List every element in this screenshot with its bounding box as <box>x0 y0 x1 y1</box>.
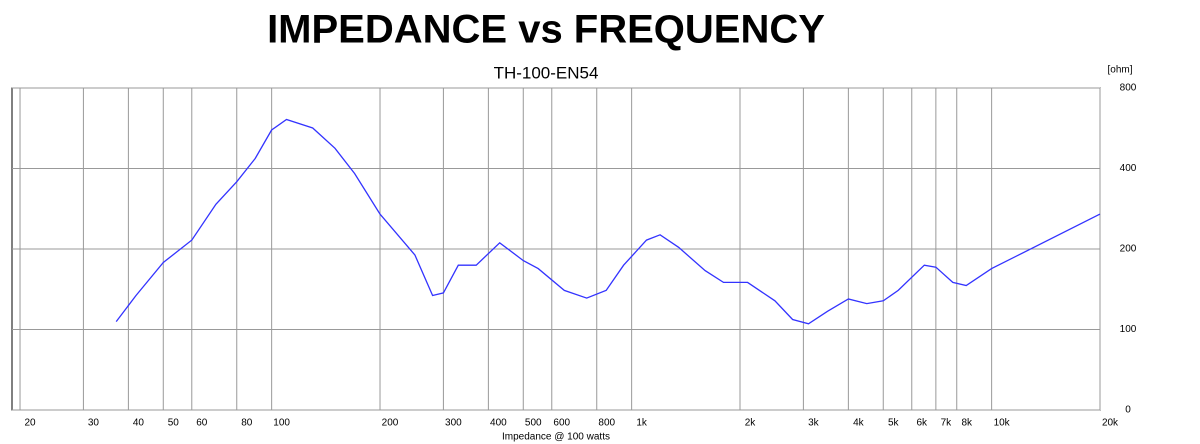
x-tick-label: 500 <box>525 418 542 429</box>
chart-title: IMPEDANCE vs FREQUENCY <box>267 8 825 52</box>
x-tick-label: 60 <box>196 418 208 429</box>
x-tick-label: 3k <box>808 418 820 429</box>
x-tick-label: 30 <box>88 418 100 429</box>
x-axis-label: Impedance @ 100 watts <box>502 432 610 443</box>
x-tick-label: 40 <box>133 418 145 429</box>
x-tick-label: 7k <box>941 418 953 429</box>
y-tick-label: 0 <box>1125 405 1131 416</box>
y-tick-label: 800 <box>1120 83 1137 94</box>
impedance-curve <box>115 118 1101 325</box>
x-tick-label: 6k <box>916 418 928 429</box>
x-tick-label: 200 <box>382 418 399 429</box>
x-tick-label: 1k <box>636 418 648 429</box>
x-tick-label: 80 <box>241 418 253 429</box>
y-tick-label: 400 <box>1120 163 1137 174</box>
x-tick-label: 50 <box>168 418 180 429</box>
x-tick-label: 2k <box>745 418 757 429</box>
x-tick-label: 5k <box>888 418 900 429</box>
chart-subtitle: TH-100-EN54 <box>494 63 599 82</box>
x-tick-label: 400 <box>490 418 507 429</box>
y-unit: [ohm] <box>1107 65 1132 76</box>
x-tick-label: 4k <box>853 418 865 429</box>
x-tick-label: 10k <box>994 418 1011 429</box>
y-tick-label: 100 <box>1120 324 1137 335</box>
x-tick-label: 800 <box>598 418 615 429</box>
x-tick-label: 300 <box>445 418 462 429</box>
x-tick-label: 100 <box>273 418 290 429</box>
y-tick-label: 200 <box>1120 244 1137 255</box>
x-tick-label: 8k <box>961 418 973 429</box>
x-tick-label: 20k <box>1102 418 1119 429</box>
x-tick-label: 20 <box>24 418 36 429</box>
x-tick-label: 600 <box>553 418 570 429</box>
